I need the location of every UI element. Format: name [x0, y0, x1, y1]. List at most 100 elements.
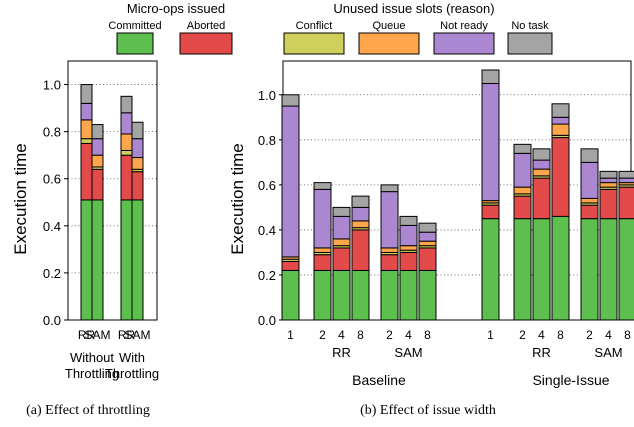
panel-a-ytick-label: 0.6	[43, 172, 61, 187]
panel-b-ytick-label: 0.2	[258, 268, 276, 283]
panel-a-group-label: Throttling	[65, 366, 119, 381]
panel-a-bar-segment-notready	[120, 112, 133, 135]
panel-a-group-label: Throttling	[105, 366, 159, 381]
panel-b-bar-label: 1	[487, 328, 494, 342]
legend: Committed Aborted Conflict Queue Not ready No…	[108, 20, 553, 55]
panel-a-ytick-label: 1.0	[43, 78, 61, 93]
panel-a-bar-segment-committed	[80, 199, 93, 321]
panel-b-bar-segment-aborted	[399, 251, 418, 271]
panel-b-bar-segment-aborted	[481, 204, 500, 220]
panel-b-ytick-label: 0.6	[258, 178, 276, 193]
panel-b-bar-segment-committed	[418, 269, 437, 321]
panel-b-ytick-label: 0.8	[258, 133, 276, 148]
panel-b-bar-label: 1	[287, 328, 294, 342]
panel-b-bar-segment-notask	[399, 215, 418, 226]
panel-a-ytick-label: 0.8	[43, 125, 61, 140]
panel-b-bar-segment-queue	[532, 168, 551, 177]
panel-a-bar-segment-notask	[131, 121, 144, 140]
panel-a-bar-segment-notask	[91, 124, 104, 140]
panel-a-caption: (a) Effect of throttling	[26, 403, 150, 418]
panel-b-bar-segment-notask	[599, 170, 618, 179]
panel-b-bar-segment-committed	[481, 218, 500, 321]
panel-b-bar-segment-committed	[313, 269, 332, 321]
panel-b-bar-segment-committed	[532, 218, 551, 321]
panel-b-bar-segment-notask	[281, 94, 300, 107]
panel-b-bar-segment-queue	[399, 245, 418, 251]
panel-a-bar-segment-conflict	[80, 138, 93, 144]
panel-a-group-label: Without	[70, 350, 114, 365]
panel-b-bar-segment-notask	[351, 195, 370, 208]
legend-label-aborted: Aborted	[187, 20, 226, 32]
panel-b-bar-segment-notready	[532, 159, 551, 170]
panel-b-bar-label: 2	[386, 328, 393, 342]
panel-a-bar-label: RR	[118, 328, 136, 342]
panel-b-bar-segment-committed	[351, 269, 370, 321]
panel-b-bar-segment-notready	[551, 116, 570, 125]
panel-b-bar-segment-queue	[599, 182, 618, 188]
panel-a-bar-segment-notready	[80, 102, 93, 121]
panel-b-bar-segment-aborted	[418, 247, 437, 271]
panel-b-bar-segment-notask	[418, 222, 437, 233]
legend-swatch-conflict	[283, 32, 345, 55]
legend-label-notask: No task	[511, 20, 549, 32]
panel-a-ytick-label: 0.2	[43, 266, 61, 281]
panel-b-bar-segment-aborted	[313, 254, 332, 271]
panel-b-bar-segment-notready	[599, 177, 618, 184]
panel-b-bar-segment-aborted	[351, 229, 370, 271]
panel-b-bar-segment-queue	[513, 186, 532, 195]
panel-b-group-label: RR	[332, 345, 351, 360]
panel-b-bar-label: 8	[357, 328, 364, 342]
panel-b-bar-segment-queue	[380, 247, 399, 253]
panel-a-bar-segment-notready	[131, 138, 144, 159]
legend-swatch-notask	[507, 32, 553, 55]
panel-b-ytick-label: 0.0	[258, 313, 276, 328]
legend-label-queue: Queue	[372, 20, 405, 32]
panel-a-bar-segment-queue	[91, 154, 104, 168]
panel-b-bar-segment-notask	[551, 103, 570, 118]
panel-b-bar-segment-committed	[551, 215, 570, 321]
panel-b-bar-segment-notready	[351, 206, 370, 222]
panel-a-bar-segment-notask	[120, 95, 133, 114]
panel-a: 0.00.20.40.60.81.0RRSAMWithoutThrottling…	[43, 60, 159, 381]
panel-b-bar-segment-notready	[618, 177, 634, 184]
panel-b-bar-segment-queue	[418, 240, 437, 247]
panel-b-bar-segment-notask	[580, 148, 599, 163]
panel-a-bar-segment-queue	[80, 119, 93, 140]
panel-a-ylabel: Execution time	[11, 143, 30, 255]
panel-a-group-label: With	[119, 350, 145, 365]
panel-a-bar-segment-aborted	[131, 171, 144, 201]
panel-b-bar-segment-aborted	[618, 186, 634, 220]
panel-b-bar-segment-notask	[332, 206, 351, 217]
panel-b-bar-segment-committed	[332, 269, 351, 321]
panel-b-bar-label: 4	[605, 328, 612, 342]
panel-b-bar-label: 2	[519, 328, 526, 342]
panel-b-group-label: RR	[532, 345, 551, 360]
panel-b-bar-segment-queue	[351, 220, 370, 229]
panel-b-bar-segment-aborted	[281, 260, 300, 271]
panel-b-bar-segment-queue	[580, 197, 599, 204]
panel-b-bar-segment-queue	[551, 123, 570, 136]
panel-b-bar-segment-notready	[313, 188, 332, 249]
panel-b-bar-label: 8	[424, 328, 431, 342]
panel-b-bar-segment-aborted	[513, 195, 532, 220]
panel-a-ytick-label: 0.0	[43, 313, 61, 328]
legend-swatch-queue	[358, 32, 420, 55]
panel-b-bar-segment-aborted	[380, 254, 399, 271]
panel-b-bar-segment-aborted	[580, 204, 599, 220]
panel-b-bar-label: 4	[338, 328, 345, 342]
legend-swatch-committed	[116, 32, 154, 55]
panel-a-bar-label: RR	[78, 328, 96, 342]
panel-b-bar-label: 8	[624, 328, 631, 342]
panel-b-bar-segment-notready	[281, 105, 300, 258]
panel-a-bar-segment-committed	[91, 199, 104, 321]
legend-label-committed: Committed	[108, 20, 161, 32]
panel-a-bar-segment-queue	[131, 157, 144, 170]
panel-b-caption: (b) Effect of issue width	[360, 403, 496, 418]
panel-a-bar-segment-aborted	[80, 142, 93, 201]
panel-a-plot-frame	[67, 60, 158, 321]
panel-b-bar-segment-notready	[418, 231, 437, 242]
panel-a-bar-segment-queue	[120, 133, 133, 151]
legend-title-micro-ops: Micro-ops issued	[127, 1, 225, 16]
panel-b-bar-segment-queue	[313, 247, 332, 253]
